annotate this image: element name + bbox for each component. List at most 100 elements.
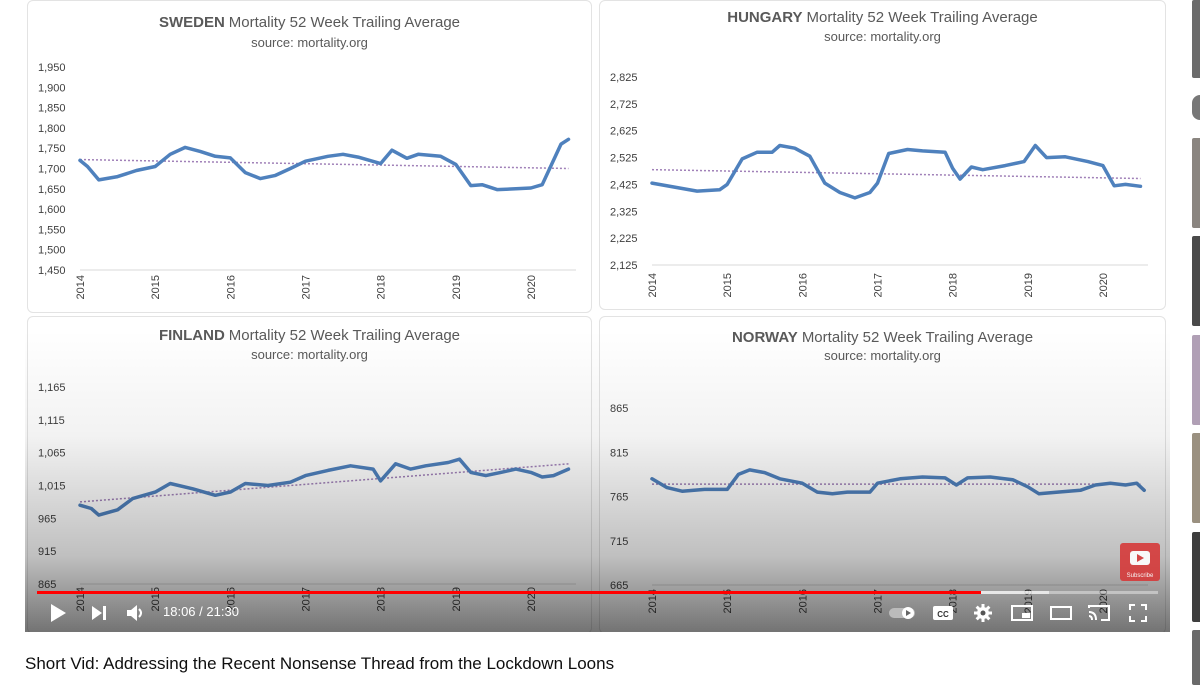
chart-title-country: SWEDEN [159, 14, 225, 31]
y-tick-label: 2,725 [610, 99, 638, 111]
chart-title-country: FINLAND [159, 327, 225, 344]
chart-title: SWEDEN Mortality 52 Week Trailing Average [159, 14, 460, 31]
y-tick-label: 1,550 [38, 224, 66, 236]
miniplayer-button[interactable] [1009, 601, 1035, 625]
series-line [78, 457, 571, 517]
chart-subtitle: source: mortality.org [251, 347, 368, 362]
youtube-logo-icon [1130, 551, 1150, 565]
recommendations-sidebar [1190, 0, 1200, 685]
series-line [650, 143, 1143, 200]
volume-icon [127, 605, 142, 621]
y-tick-label: 1,450 [38, 265, 66, 277]
fullscreen-icon [1129, 604, 1147, 622]
x-tick-label: 2016 [225, 275, 237, 299]
y-tick-label: 865 [610, 403, 628, 415]
play-icon [51, 604, 66, 622]
y-tick-label: 2,825 [610, 72, 638, 84]
y-tick-label: 2,125 [610, 260, 638, 272]
captions-icon: CC [933, 606, 953, 620]
svg-text:CC: CC [937, 610, 949, 619]
trend-line [651, 168, 1141, 180]
x-tick-label: 2018 [376, 275, 388, 299]
chart-title-country: HUNGARY [727, 9, 802, 26]
x-tick-label: 2015 [722, 273, 734, 297]
y-tick-label: 1,850 [38, 103, 66, 115]
time-current: 18:06 [163, 604, 196, 619]
series-line [78, 137, 571, 192]
sidebar-thumbnail[interactable] [1192, 0, 1200, 78]
x-tick-label: 2014 [75, 275, 87, 299]
theater-icon [1050, 606, 1072, 620]
y-tick-label: 2,625 [610, 126, 638, 138]
sidebar-thumbnail[interactable] [1192, 433, 1200, 523]
y-tick-label: 1,750 [38, 143, 66, 155]
y-tick-label: 715 [610, 536, 628, 548]
y-tick-label: 1,650 [38, 184, 66, 196]
theater-mode-button[interactable] [1048, 601, 1074, 625]
x-tick-label: 2016 [797, 273, 809, 297]
chart-svg: FINLAND Mortality 52 Week Trailing Averag… [38, 327, 576, 611]
sidebar-thumbnail[interactable] [1192, 138, 1200, 228]
sidebar-thumbnail[interactable] [1192, 532, 1200, 622]
subscribe-watermark[interactable]: Subscribe [1120, 543, 1160, 581]
chart-panel-finland: FINLAND Mortality 52 Week Trailing Averag… [27, 316, 592, 632]
sidebar-thumbnail[interactable] [1192, 630, 1200, 685]
y-tick-label: 1,800 [38, 123, 66, 135]
x-tick-label: 2020 [1098, 273, 1110, 297]
y-tick-label: 2,325 [610, 206, 638, 218]
chart-subtitle: source: mortality.org [824, 29, 941, 44]
x-tick-label: 2015 [150, 275, 162, 299]
y-tick-label: 915 [38, 546, 56, 558]
cast-button[interactable] [1086, 601, 1112, 625]
video-title[interactable]: Short Vid: Addressing the Recent Nonsens… [25, 654, 615, 673]
y-tick-label: 2,425 [610, 179, 638, 191]
series-line [650, 468, 1146, 496]
x-tick-label: 2017 [300, 275, 312, 299]
next-button[interactable] [87, 601, 111, 625]
chart-title-text: Mortality 52 Week Trailing Average [807, 9, 1038, 26]
time-display: 18:06 / 21:30 [163, 604, 239, 619]
x-tick-label: 2019 [451, 275, 463, 299]
chart-title-country: NORWAY [732, 329, 798, 346]
miniplayer-icon [1011, 605, 1033, 621]
chart-panel-hungary: HUNGARY Mortality 52 Week Trailing Averag… [599, 0, 1166, 310]
y-tick-label: 1,500 [38, 245, 66, 257]
video-player[interactable]: SWEDEN Mortality 52 Week Trailing Average… [25, 0, 1170, 632]
x-tick-label: 2017 [872, 273, 884, 297]
sidebar-thumbnail[interactable] [1192, 335, 1200, 425]
progress-bar[interactable] [37, 591, 1158, 594]
fullscreen-button[interactable] [1125, 601, 1151, 625]
y-tick-label: 1,900 [38, 82, 66, 94]
chart-title: HUNGARY Mortality 52 Week Trailing Averag… [727, 9, 1038, 26]
autoplay-toggle[interactable] [887, 604, 917, 622]
chart-subtitle: source: mortality.org [824, 348, 941, 363]
sidebar-thumbnail[interactable] [1192, 95, 1200, 120]
y-tick-label: 865 [38, 579, 56, 591]
subscribe-watermark-label: Subscribe [1126, 573, 1154, 579]
y-tick-label: 2,225 [610, 233, 638, 245]
chart-panel-sweden: SWEDEN Mortality 52 Week Trailing Average… [27, 0, 592, 313]
next-icon [92, 606, 106, 620]
chart-title-text: Mortality 52 Week Trailing Average [802, 329, 1033, 346]
settings-button[interactable] [970, 601, 996, 625]
chart-svg: HUNGARY Mortality 52 Week Trailing Averag… [610, 9, 1148, 297]
chart-title-text: Mortality 52 Week Trailing Average [229, 14, 460, 31]
chart-svg: SWEDEN Mortality 52 Week Trailing Average… [38, 14, 576, 299]
chart-title-text: Mortality 52 Week Trailing Average [229, 327, 460, 344]
x-tick-label: 2018 [948, 273, 960, 297]
captions-button[interactable]: CC [930, 602, 956, 624]
chart-title: FINLAND Mortality 52 Week Trailing Averag… [159, 327, 460, 344]
sidebar-thumbnail[interactable] [1192, 236, 1200, 326]
time-separator: / [199, 604, 203, 619]
y-tick-label: 1,600 [38, 204, 66, 216]
y-tick-label: 1,015 [38, 481, 66, 493]
mute-button[interactable] [124, 601, 148, 625]
x-tick-label: 2019 [1023, 273, 1035, 297]
time-total: 21:30 [206, 604, 239, 619]
progress-played [37, 591, 981, 594]
play-button[interactable] [45, 600, 71, 626]
gear-icon [974, 604, 992, 622]
y-tick-label: 965 [38, 513, 56, 525]
y-tick-label: 1,165 [38, 382, 66, 394]
x-tick-label: 2020 [526, 275, 538, 299]
